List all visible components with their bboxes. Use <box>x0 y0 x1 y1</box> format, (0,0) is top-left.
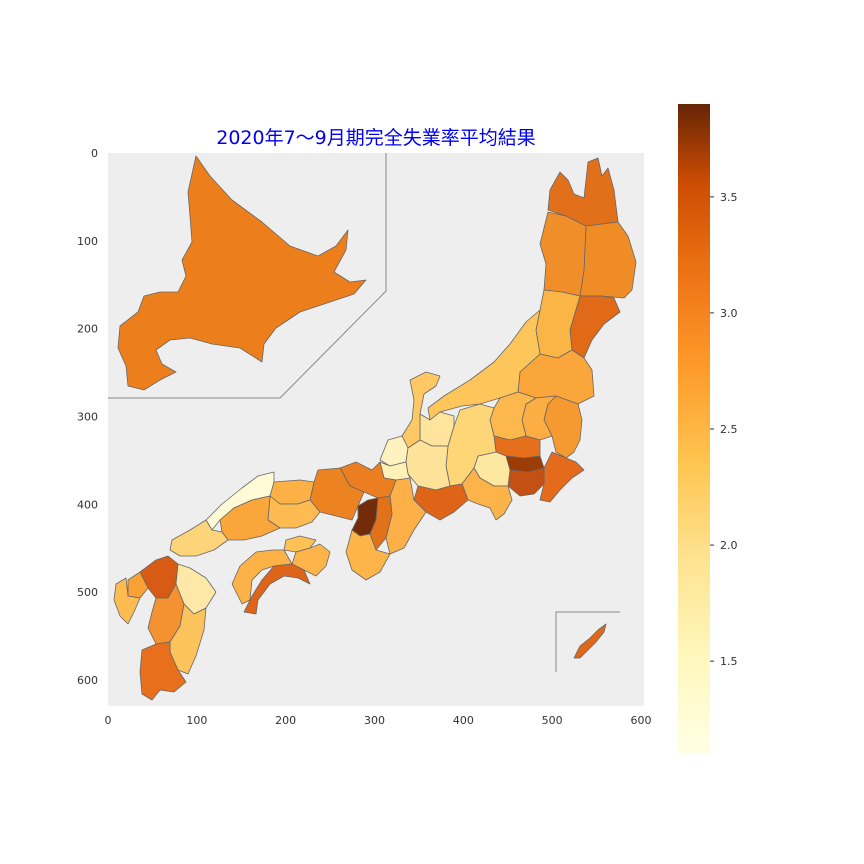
x-tick-label: 500 <box>542 714 563 727</box>
colorbar-tick-label: 1.5 <box>720 655 738 668</box>
okinawa-inset-frame <box>555 611 620 672</box>
region-nagasaki <box>113 577 141 625</box>
colorbar-tick-label: 2.0 <box>720 539 738 552</box>
y-tick-label: 400 <box>77 498 98 511</box>
region-wakayama <box>345 529 391 581</box>
colorbar-tick-label: 2.5 <box>720 423 738 436</box>
region-shizuoka <box>461 467 513 521</box>
region-akita <box>539 211 587 297</box>
y-tick-label: 600 <box>77 674 98 687</box>
colorbar-tick-label: 3.5 <box>720 191 738 204</box>
x-tick-label: 600 <box>631 714 652 727</box>
region-okinawa <box>573 623 607 659</box>
x-tick-label: 0 <box>105 714 112 727</box>
region-shiga <box>379 461 411 481</box>
y-tick-label: 300 <box>77 411 98 424</box>
colorbar-axis: 1.5 2.0 2.5 3.0 3.5 <box>710 191 738 668</box>
x-tick-label: 300 <box>364 714 385 727</box>
region-hokkaido <box>117 155 367 391</box>
region-yamaguchi <box>169 519 229 557</box>
y-tick-label: 200 <box>77 323 98 336</box>
y-tick-label: 100 <box>77 235 98 248</box>
x-tick-label: 100 <box>186 714 207 727</box>
chart-title: 2020年7～9月期完全失業率平均結果 <box>216 127 536 149</box>
x-tick-label: 200 <box>275 714 296 727</box>
x-axis: 0 100 200 300 400 500 600 <box>105 714 652 727</box>
region-miyazaki <box>169 603 207 675</box>
region-ishikawa <box>401 371 441 449</box>
y-tick-label: 0 <box>91 147 98 160</box>
region-kagoshima <box>139 641 187 701</box>
region-kochi <box>243 563 311 615</box>
y-axis: 0 100 200 300 400 500 600 <box>77 147 98 687</box>
region-kanagawa <box>507 467 545 497</box>
hokkaido-inset-frame <box>108 153 387 399</box>
region-toyama <box>419 411 455 447</box>
colorbar-tick-label: 3.0 <box>720 307 738 320</box>
region-shimane <box>205 471 275 531</box>
region-tottori <box>269 479 315 505</box>
y-tick-label: 500 <box>77 586 98 599</box>
colorbar <box>678 104 710 754</box>
x-tick-label: 400 <box>453 714 474 727</box>
